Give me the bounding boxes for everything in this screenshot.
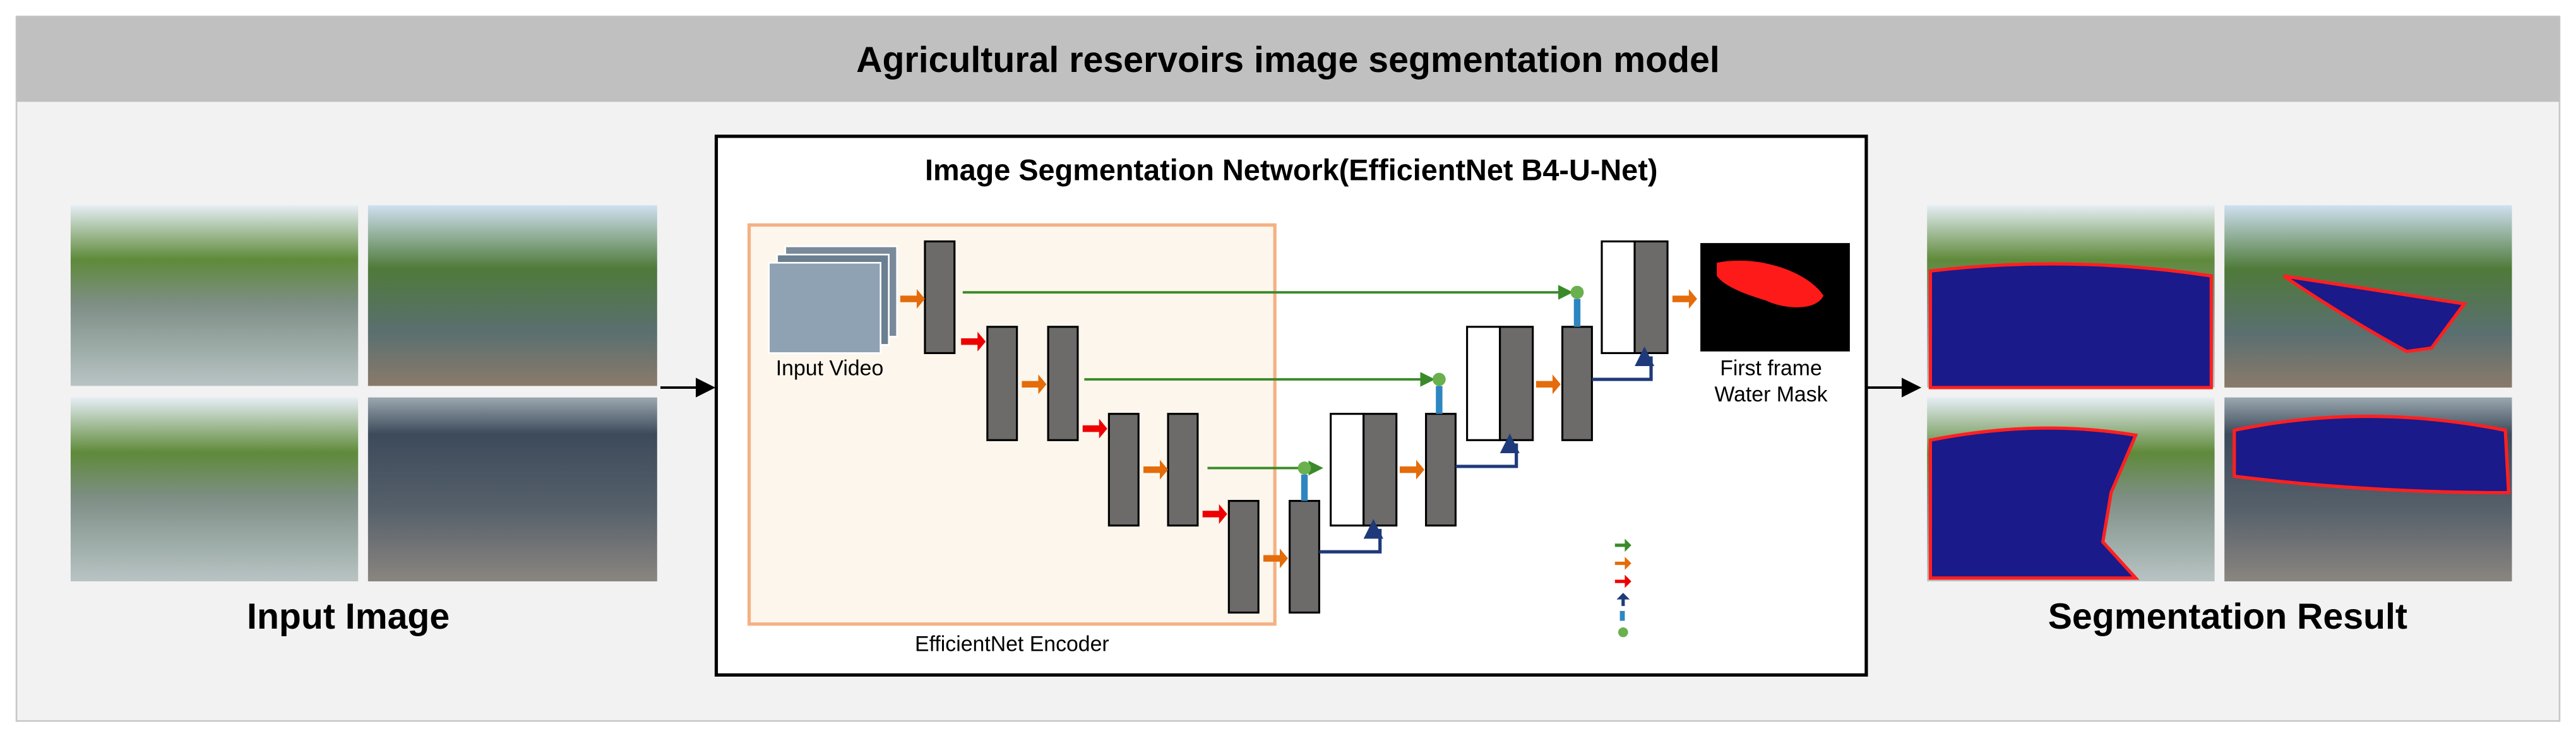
output-label: Segmentation Result [2048,596,2407,637]
input-images [70,205,657,582]
network-blocks [924,240,1669,614]
output-label-line: Water Mask [1714,382,1827,406]
title: Agricultural reservoirs image segmentati… [856,40,1720,80]
network-title: Image Segmentation Network(EfficientNet … [925,154,1657,187]
input-video-label: Input Video [776,356,883,380]
input-video-stack [768,245,898,354]
encoder-label: EfficientNet Encoder [915,632,1109,656]
legend-icons [1614,538,1631,637]
header-band [16,16,2560,102]
flow-arrows [900,285,1697,569]
input-label: Input Image [247,596,450,637]
output-label-line: First frame [1720,356,1822,380]
water-mask [1700,243,1850,352]
output-images [1927,205,2512,582]
